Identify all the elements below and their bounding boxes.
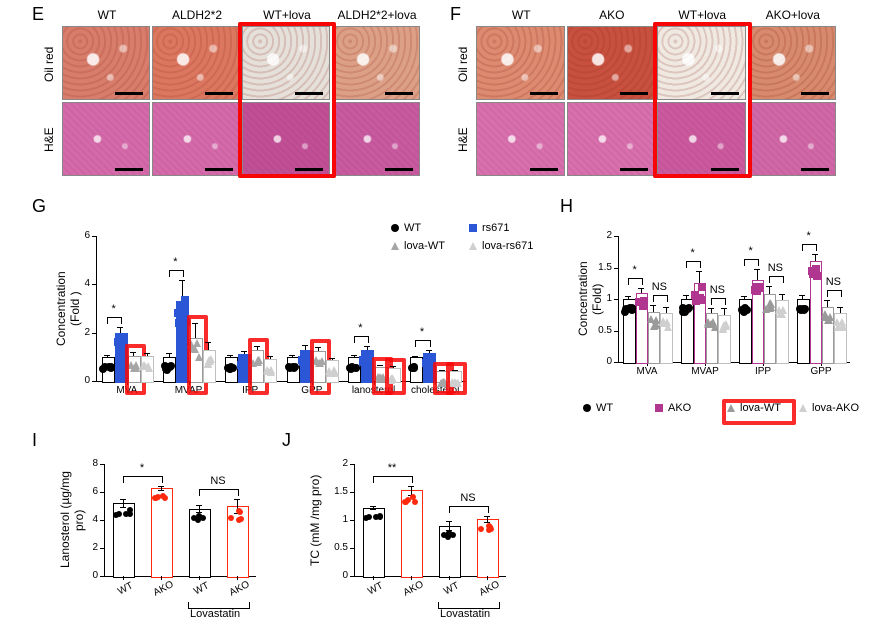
y-axis-label: Concentration (Fold ) — [54, 259, 82, 359]
scale-bar — [711, 92, 739, 95]
scale-bar — [620, 92, 648, 95]
scale-bar — [620, 168, 648, 171]
legend-H: WT AKO lova-WT lova-AKO — [582, 402, 867, 422]
histology-cell — [62, 26, 150, 100]
panel-F: Oil redH&EWTAKOWT+lovaAKO+lova — [472, 8, 854, 178]
legend-item: WT — [390, 222, 421, 234]
y-axis-label: Concentration (Fold) — [576, 249, 604, 349]
legend-label: WT — [404, 222, 421, 234]
scale-bar — [115, 168, 143, 171]
histology-cell — [332, 102, 420, 176]
legend-label: AKO — [668, 402, 691, 414]
legend-item: WT — [582, 402, 613, 414]
row-label: Oil red — [456, 44, 470, 84]
legend-item: AKO — [654, 402, 691, 414]
histology-cell — [476, 102, 565, 176]
histology-cell — [567, 102, 656, 176]
histology-cell — [748, 102, 837, 176]
col-label: ALDH2*2 — [152, 8, 242, 22]
legend-label: lova-AKO — [812, 402, 859, 414]
panel-label-G: G — [32, 196, 46, 217]
legend-marker — [390, 223, 400, 233]
legend-label: WT — [596, 402, 613, 414]
legend-item: lova-AKO — [798, 402, 859, 414]
legend-label: rs671 — [482, 222, 510, 234]
bracket-label: Lovastatin — [190, 608, 240, 620]
histology-cell — [748, 26, 837, 100]
row-label: Oil red — [42, 44, 56, 84]
legend-item: lova-WT — [390, 240, 445, 252]
panel-label-E: E — [32, 4, 44, 25]
col-label: AKO+lova — [748, 8, 839, 22]
legend-item: lova-rs671 — [468, 240, 533, 252]
scale-bar — [711, 168, 739, 171]
scale-bar — [205, 168, 233, 171]
scale-bar — [385, 92, 413, 95]
col-label: WT — [62, 8, 152, 22]
panel-label-I: I — [32, 430, 37, 451]
panel-J: 00.511.52TC (mM /mg pro)WTAKOWTAKO**NSLo… — [312, 442, 512, 622]
legend-marker — [654, 403, 664, 413]
scale-bar — [530, 168, 558, 171]
col-label: AKO — [567, 8, 658, 22]
y-axis-label: Lanosterol (µg/mg pro) — [58, 465, 86, 575]
histology-cell — [657, 102, 746, 176]
scale-bar — [801, 92, 829, 95]
scale-bar — [530, 92, 558, 95]
histology-cell — [567, 26, 656, 100]
col-label: ALDH2*2+lova — [332, 8, 422, 22]
panel-E: Oil redH&EWTALDH2*2WT+lovaALDH2*2+lova — [58, 8, 438, 178]
legend-label: lova-WT — [740, 402, 781, 414]
scale-bar — [295, 168, 323, 171]
histology-cell — [152, 26, 240, 100]
scale-bar — [205, 92, 233, 95]
histology-cell — [62, 102, 150, 176]
legend-marker — [390, 241, 400, 251]
histology-cell — [242, 102, 330, 176]
legend-label: lova-rs671 — [482, 240, 533, 252]
histology-cell — [476, 26, 565, 100]
y-axis-label: TC (mM /mg pro) — [308, 465, 322, 575]
col-label: WT — [476, 8, 567, 22]
legend-marker — [726, 403, 736, 413]
col-label: WT+lova — [657, 8, 748, 22]
legend-label: lova-WT — [404, 240, 445, 252]
scale-bar — [385, 168, 413, 171]
panel-H: 00.511.52Concentration (Fold)MVAMVAPIPPG… — [582, 210, 854, 396]
legend-marker — [468, 241, 478, 251]
legend-marker — [582, 403, 592, 413]
scale-bar — [295, 92, 323, 95]
scale-bar — [801, 168, 829, 171]
legend-item: rs671 — [468, 222, 510, 234]
histology-cell — [332, 26, 420, 100]
legend-item: lova-WT — [726, 402, 781, 414]
panel-label-H: H — [560, 196, 573, 217]
legend-marker — [798, 403, 808, 413]
legend-marker — [468, 223, 478, 233]
panel-I: 02468Lanosterol (µg/mg pro)WTAKOWTAKO*NS… — [62, 442, 262, 622]
scale-bar — [115, 92, 143, 95]
histology-cell — [657, 26, 746, 100]
histology-cell — [242, 26, 330, 100]
bracket-label: Lovastatin — [440, 608, 490, 620]
row-label: H&E — [456, 120, 470, 160]
panel-label-J: J — [282, 430, 291, 451]
histology-cell — [152, 102, 240, 176]
row-label: H&E — [42, 120, 56, 160]
legend-G: WT rs671 lova-WT lova-rs671 — [390, 222, 560, 272]
panel-label-F: F — [450, 4, 461, 25]
col-label: WT+lova — [242, 8, 332, 22]
